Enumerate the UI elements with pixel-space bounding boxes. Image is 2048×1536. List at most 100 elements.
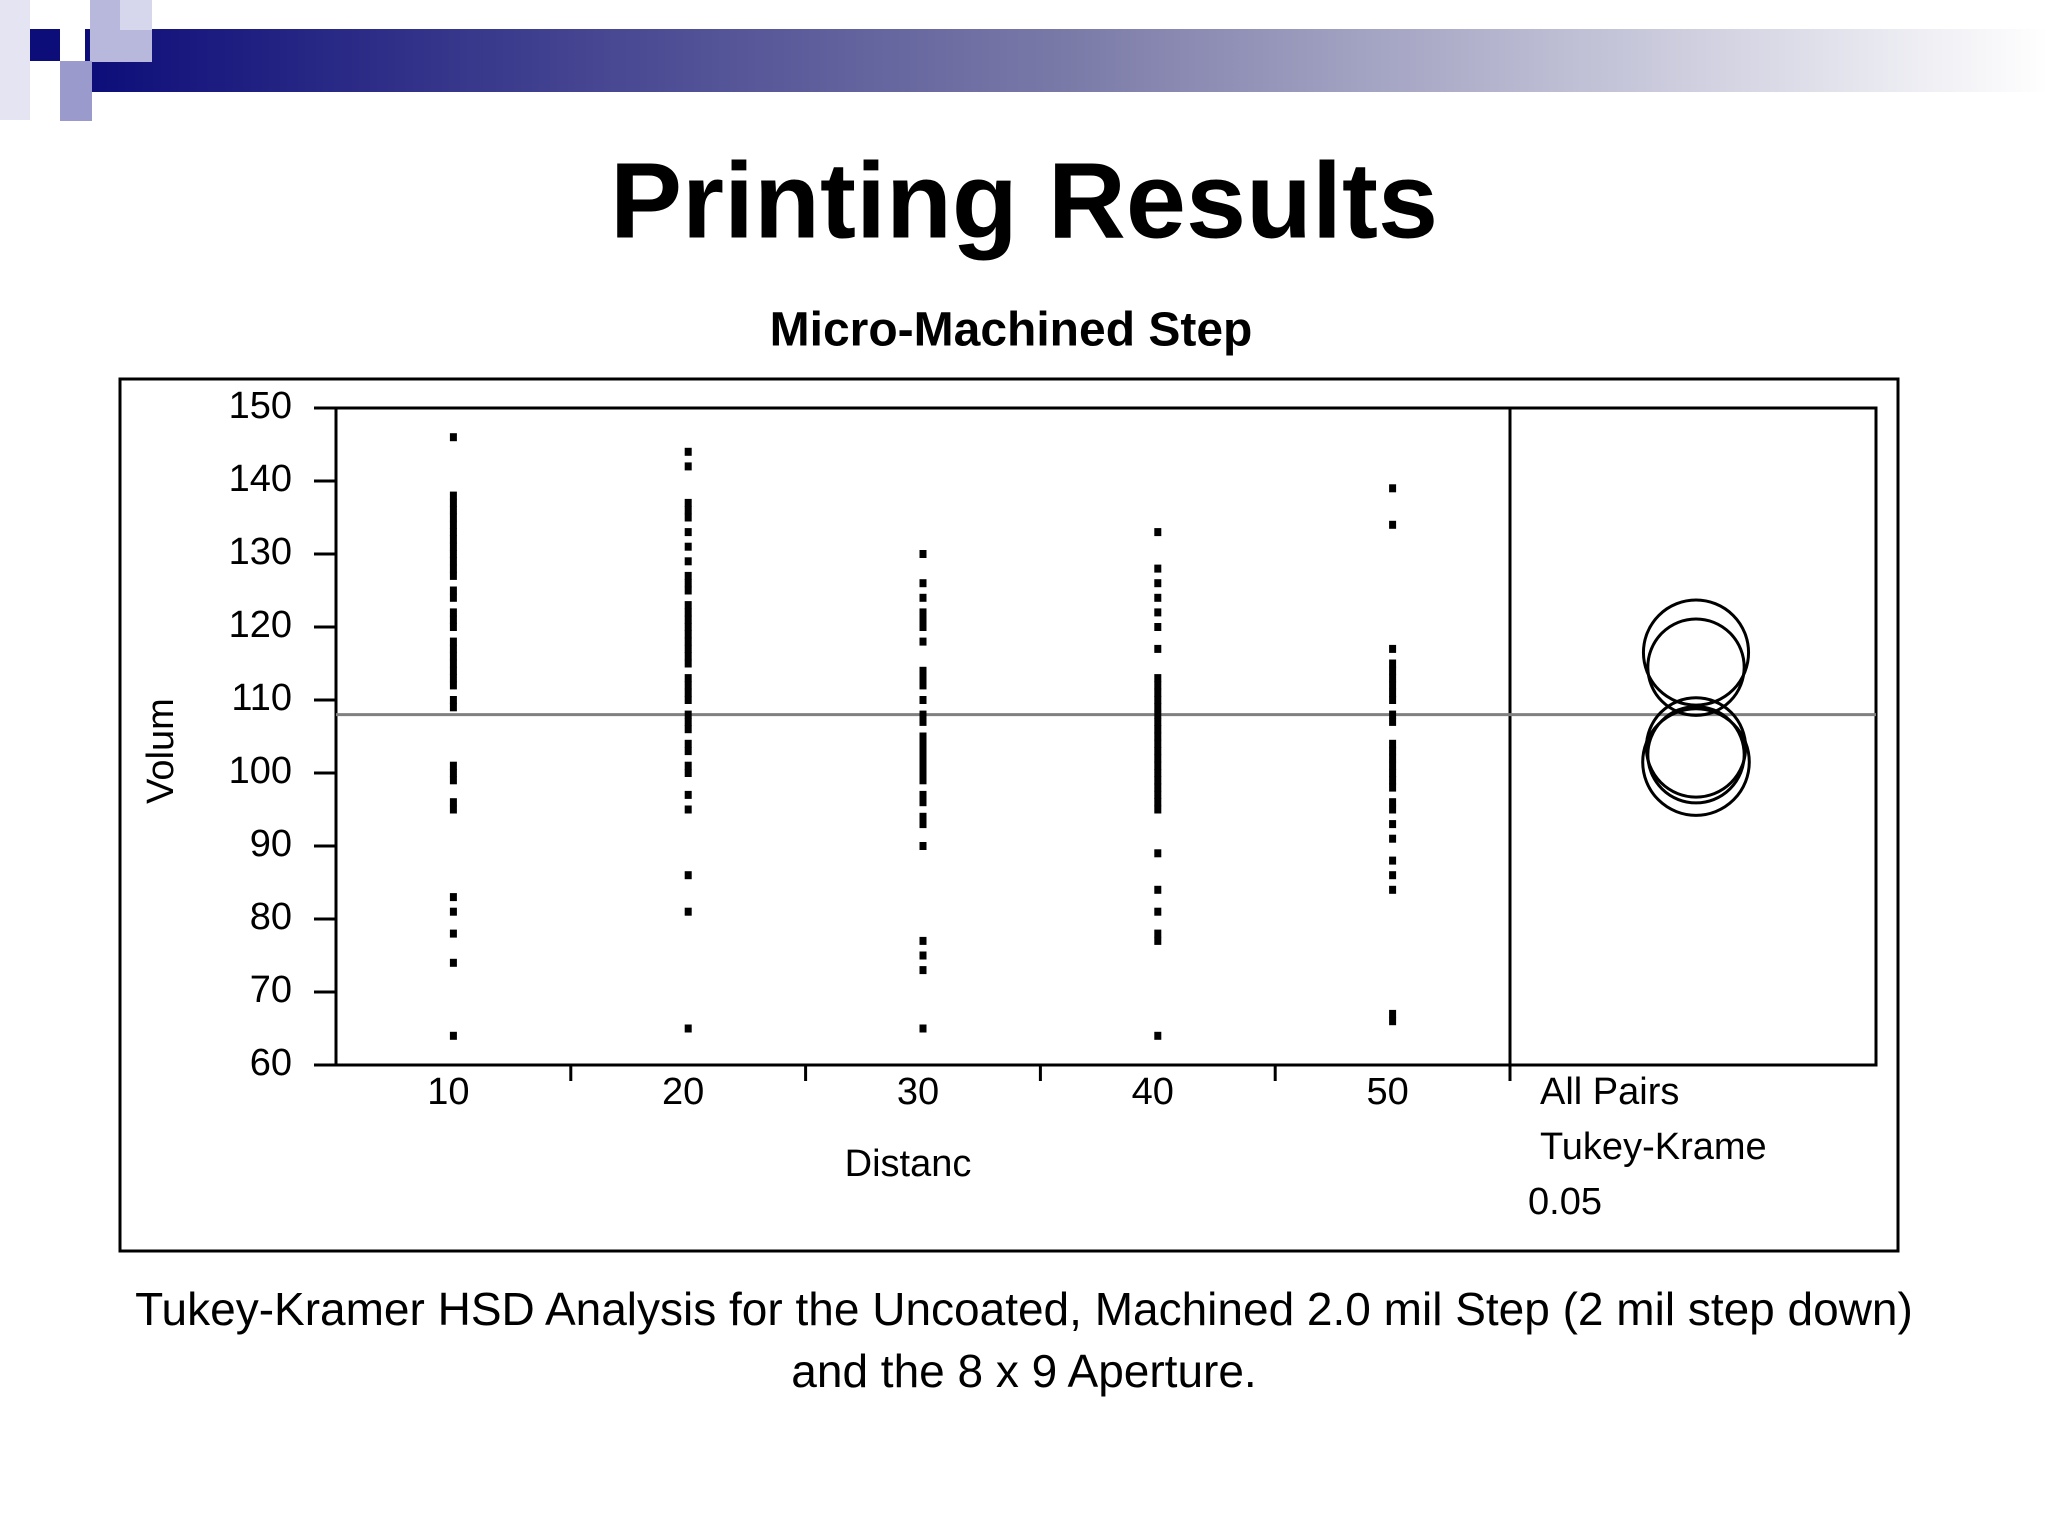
chart-title: Micro-Machined Step [770,304,1253,357]
y-tick-label: 120 [229,604,292,646]
data-point [919,710,927,719]
data-point [449,1031,457,1040]
data-point [449,571,457,580]
data-point [684,681,692,690]
data-point [919,769,927,777]
x-tick-label: 40 [1132,1071,1174,1113]
data-point [1389,805,1397,814]
data-point [1389,1009,1397,1018]
data-point [919,696,927,704]
data-point [919,798,927,807]
x-tick-label: 10 [427,1071,469,1113]
data-point [684,579,692,588]
data-point [1154,696,1162,704]
data-point [919,593,927,602]
data-point [684,608,692,617]
data-point [449,520,457,529]
data-point [919,951,927,960]
data-point [684,601,692,610]
data-point [1154,805,1162,814]
data-point [1154,936,1162,945]
data-point [684,586,692,595]
data-point [449,798,457,807]
data-point [684,462,692,471]
data-point [1154,623,1162,631]
data-point [1389,820,1397,829]
data-point [919,776,927,785]
data-point [919,1024,927,1033]
data-point [684,1024,692,1033]
data-point [684,696,692,704]
data-point [1389,644,1397,653]
data-point [1154,739,1162,748]
caption: Tukey-Kramer HSD Analysis for the Uncoat… [135,1283,1913,1397]
alpha-label: 0.05 [1528,1181,1602,1223]
y-tick-label: 70 [250,969,292,1011]
data-point [449,652,457,661]
data-point [1389,739,1397,748]
data-point [449,535,457,544]
data-point [919,761,927,770]
data-point [1389,1017,1397,1026]
y-tick-label: 80 [250,896,292,938]
data-point [1389,871,1397,880]
data-point [919,623,927,631]
data-point [449,564,457,573]
data-point [684,557,692,566]
data-point [684,907,692,916]
y-tick-label: 60 [250,1042,292,1084]
data-point [449,893,457,902]
data-point [449,506,457,515]
data-point [1389,885,1397,894]
data-point [1154,885,1162,894]
data-point [684,871,692,880]
y-axis-label: Volum [140,698,182,804]
data-point [684,644,692,653]
data-point [684,717,692,726]
data-point [449,666,457,675]
y-tick-label: 100 [229,750,292,792]
data-point [684,790,692,799]
y-tick-label: 140 [229,458,292,500]
data-point [684,659,692,668]
data-point [919,966,927,975]
x-tick-label: 30 [897,1071,939,1113]
data-point [1154,593,1162,602]
chart-frame [118,377,1900,1253]
data-point [1154,644,1162,653]
data-point [1389,798,1397,807]
data-point [449,593,457,602]
data-point [1154,747,1162,756]
y-tick-label: 110 [231,677,292,719]
data-point [684,674,692,683]
data-point [919,732,927,741]
data-point [919,637,927,646]
data-point [449,586,457,595]
data-point [684,747,692,756]
data-point [1154,717,1162,726]
data-point [1154,608,1162,617]
data-point [684,623,692,631]
data-point [1389,681,1397,690]
data-point [1154,761,1162,770]
data-point [919,615,927,624]
data-point [1154,790,1162,799]
data-point [1389,783,1397,792]
data-point [684,528,692,537]
data-point [1154,929,1162,938]
y-tick-label: 150 [229,385,292,427]
data-point [1154,674,1162,683]
data-point [449,644,457,653]
comparison-circle [1641,598,1751,707]
data-point [449,550,457,558]
data-point [1154,703,1162,712]
data-point [1154,688,1162,697]
data-point [1389,659,1397,668]
data-point [449,433,457,442]
data-point [684,710,692,719]
data-point [919,842,927,850]
data-point [1154,849,1162,858]
data-point [449,498,457,507]
data-point [449,513,457,522]
